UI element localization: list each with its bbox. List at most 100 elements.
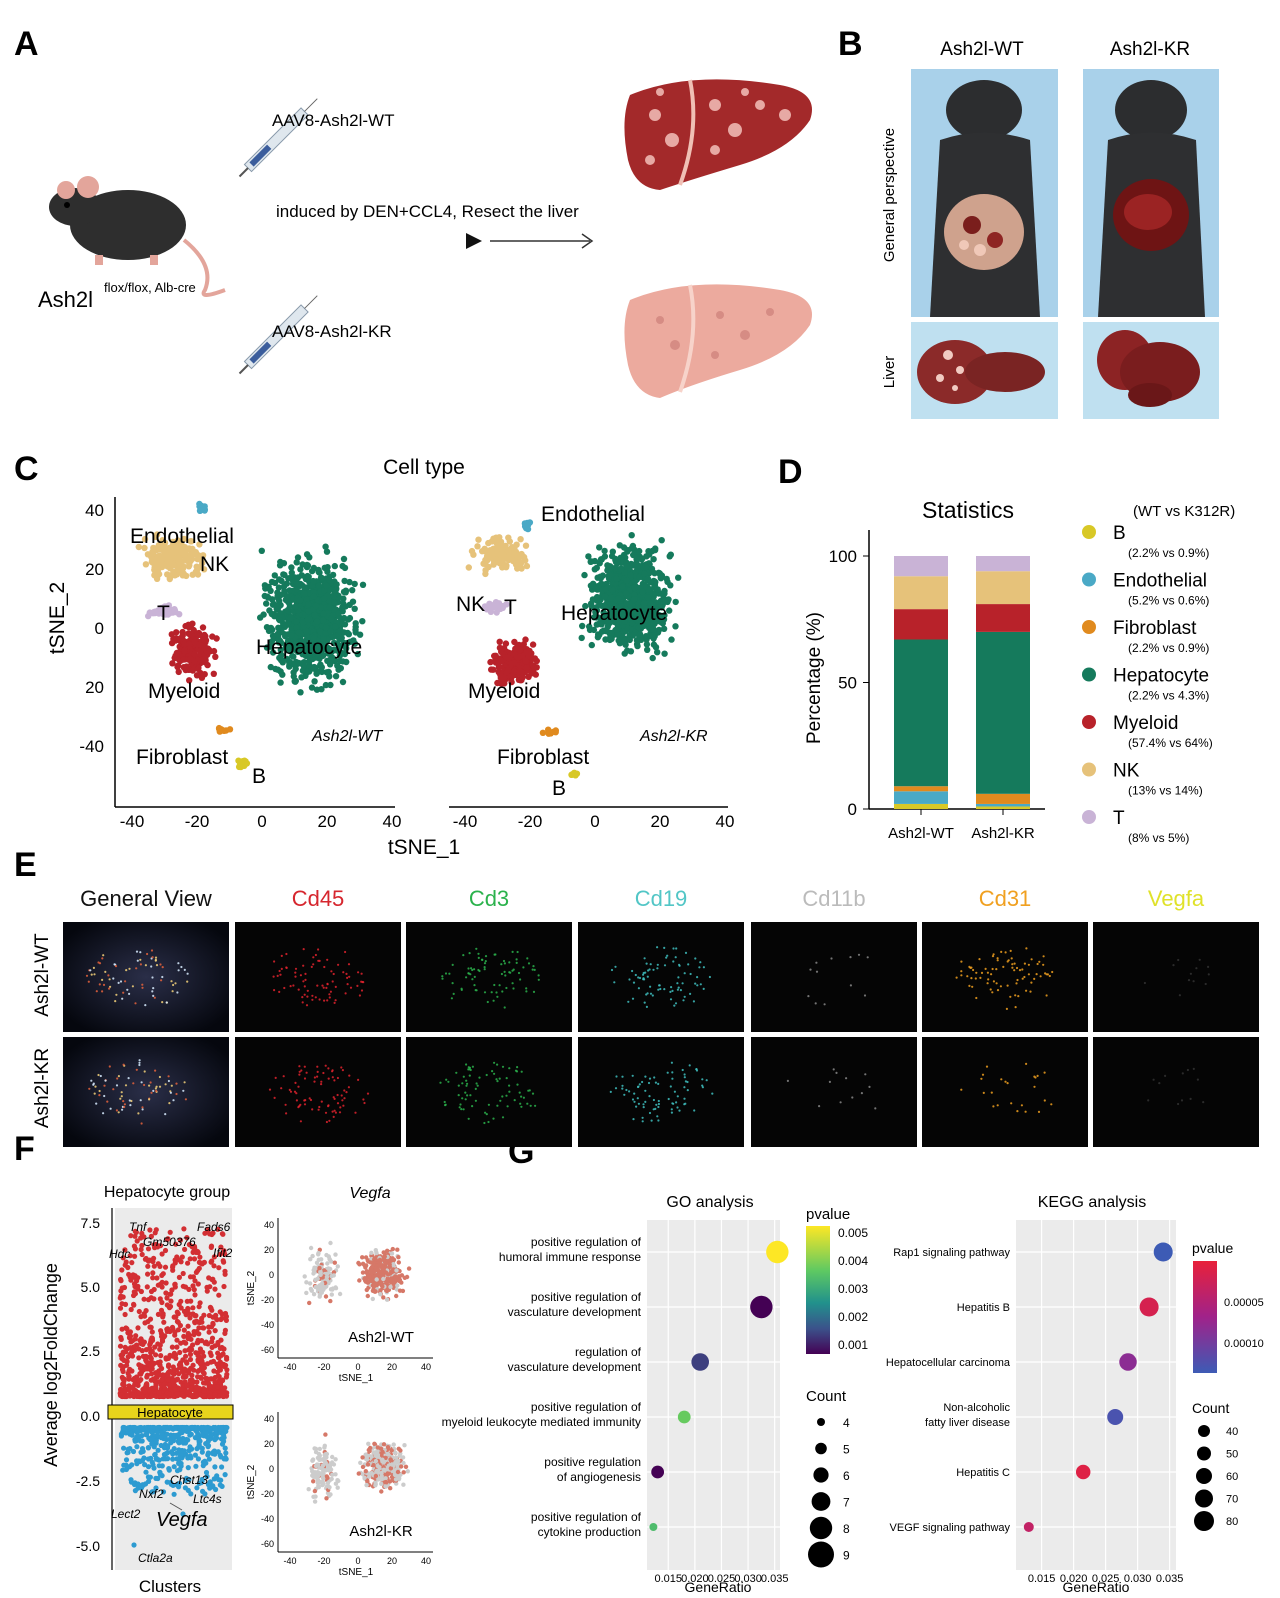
signal-dot [675,947,678,950]
signal-dot [288,1088,291,1091]
scatter-point [335,610,342,617]
signal-dot [333,1109,336,1112]
signal-dot [139,1099,142,1102]
signal-dot [332,972,335,976]
scatter-point [526,519,534,526]
down-point [131,1542,137,1548]
scatter-point [271,579,279,587]
signal-dot [647,1081,651,1085]
up-point [174,1376,181,1382]
up-point [206,1275,212,1281]
signal-dot [1023,975,1026,979]
signal-dot [522,1096,526,1099]
up-point [224,1356,230,1362]
signal-dot [1158,1082,1161,1085]
gene-label: Gm50376 [143,1235,196,1249]
scatter-point [522,542,530,549]
signal-dot [90,973,93,976]
signal-dot [152,994,155,998]
scatter-point [284,640,291,648]
signal-dot [316,1070,319,1073]
up-point [211,1279,217,1285]
tick-label: -40 [283,1362,296,1372]
up-point [122,1344,128,1350]
scatter-point [308,684,316,691]
signal-dot [610,968,614,972]
up-point [176,1274,182,1280]
signal-dot [1172,964,1175,967]
signal-dot [520,1095,523,1098]
signal-dot [139,951,142,954]
bar-segment [894,609,948,640]
signal-dot [504,974,507,977]
signal-dot [532,965,535,968]
signal-dot [471,968,474,972]
signal-dot [93,973,96,976]
scatter-point [318,574,325,582]
signal-dot [1189,1097,1192,1100]
signal-dot [669,990,672,994]
signal-dot [172,983,175,987]
signal-dot [992,980,996,983]
signal-dot [465,1079,468,1082]
signal-dot [996,1104,999,1107]
down-point [221,1438,227,1444]
signal-dot [358,994,361,997]
down-point [137,1438,143,1444]
scatter-point [176,560,183,567]
signal-dot [278,969,281,973]
signal-dot [501,1065,505,1068]
scatter-point [672,623,679,630]
signal-dot [683,1086,686,1089]
signal-dot [471,978,474,981]
signal-dot [314,953,317,957]
up-point [190,1305,196,1311]
scatter-point [587,558,594,565]
up-point [155,1311,161,1317]
scatter-point [334,640,341,647]
signal-dot [860,1092,864,1095]
up-point [172,1260,178,1266]
legend-stat: (5.2% vs 0.6%) [1128,594,1209,608]
signal-dot [323,965,326,969]
signal-dot [970,966,973,969]
scatter-point [275,624,282,631]
signal-dot [150,949,154,952]
signal-dot [186,972,189,975]
signal-dot [1046,973,1049,976]
column-header: Cd45 [292,886,345,911]
scatter-point [281,588,288,595]
bar-segment [976,571,1030,605]
signal-dot [186,980,189,983]
signal-dot [1015,966,1019,970]
panel-letter-e: E [14,846,37,884]
up-point [134,1278,140,1284]
mini-point [360,1270,366,1275]
signal-dot [171,990,174,993]
signal-dot [614,1087,618,1090]
panel-b: Ash2l-WT Ash2l-KR General perspective Li… [881,39,1219,419]
scatter-point [304,616,312,623]
scatter-point [321,642,329,649]
signal-dot [140,1081,143,1084]
signal-dot [980,1077,983,1080]
signal-dot [175,1082,178,1085]
tick-label: 0 [257,812,266,831]
signal-dot [966,975,969,978]
signal-dot [120,1095,123,1098]
signal-dot [1147,1099,1150,1102]
signal-dot [650,1119,653,1122]
signal-dot [99,1074,102,1078]
signal-dot [702,966,706,969]
signal-dot [477,952,480,955]
scatter-point [623,577,631,584]
signal-dot [154,1069,157,1072]
scatter-point [302,584,309,591]
legend-label: T [1113,808,1125,829]
scatter-point [647,579,654,586]
signal-dot [807,995,810,998]
up-point [139,1393,145,1400]
signal-dot [632,981,636,984]
signal-dot [1181,1072,1184,1075]
signal-dot [1043,1099,1046,1102]
